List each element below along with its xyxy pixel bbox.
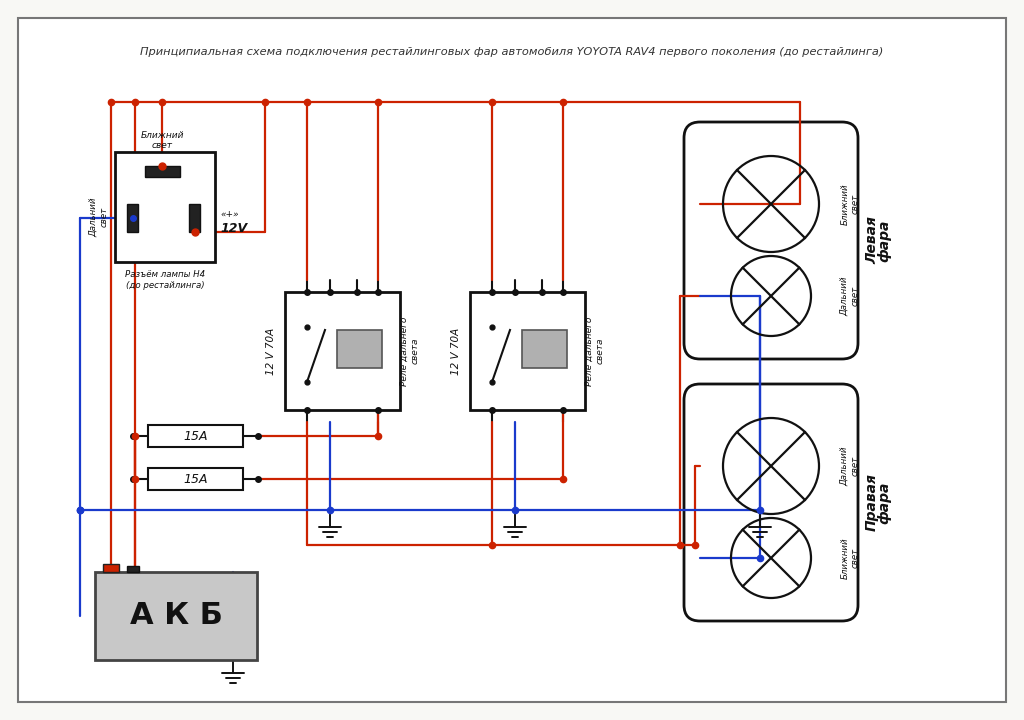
Text: 15A: 15A <box>183 430 208 443</box>
Text: (до рестайлинга): (до рестайлинга) <box>126 281 205 289</box>
Text: 15A: 15A <box>183 472 208 485</box>
Text: фара: фара <box>877 220 891 261</box>
Bar <box>285 292 400 410</box>
Bar <box>148 468 243 490</box>
Bar <box>148 425 243 447</box>
Text: Дальний
свет: Дальний свет <box>841 446 860 486</box>
Bar <box>127 204 138 232</box>
Bar <box>127 566 139 572</box>
Bar <box>145 166 180 177</box>
Text: Правая: Правая <box>865 474 879 531</box>
Text: 12 V 70A: 12 V 70A <box>266 328 276 374</box>
Text: Реле дальнего
света: Реле дальнего света <box>586 316 605 386</box>
Text: А К Б: А К Б <box>130 601 222 631</box>
Text: Дальний
свет: Дальний свет <box>841 276 860 316</box>
Text: Принципиальная схема подключения рестайлинговых фар автомобиля YOYOTA RAV4 перво: Принципиальная схема подключения рестайл… <box>140 47 884 57</box>
Bar <box>95 572 257 660</box>
Text: Ближний: Ближний <box>140 130 183 140</box>
Bar <box>522 330 567 368</box>
Text: Ближний
свет: Ближний свет <box>841 183 860 225</box>
Bar <box>337 330 382 368</box>
Text: Левая: Левая <box>865 217 879 264</box>
Text: «+»: «+» <box>220 210 239 218</box>
Bar <box>470 292 585 410</box>
Text: Ближний
свет: Ближний свет <box>841 537 860 579</box>
Bar <box>189 204 200 232</box>
Text: свет: свет <box>152 140 172 150</box>
Text: фара: фара <box>877 481 891 523</box>
Text: 12 V 70A: 12 V 70A <box>451 328 461 374</box>
FancyBboxPatch shape <box>684 122 858 359</box>
Text: 12V: 12V <box>220 222 247 235</box>
Text: Дальний
свет: Дальний свет <box>89 197 109 237</box>
Text: Разъём лампы H4: Разъём лампы H4 <box>125 269 205 279</box>
Bar <box>115 152 215 262</box>
FancyBboxPatch shape <box>684 384 858 621</box>
Text: Реле дальнего
света: Реле дальнего света <box>400 316 420 386</box>
Bar <box>103 564 119 572</box>
